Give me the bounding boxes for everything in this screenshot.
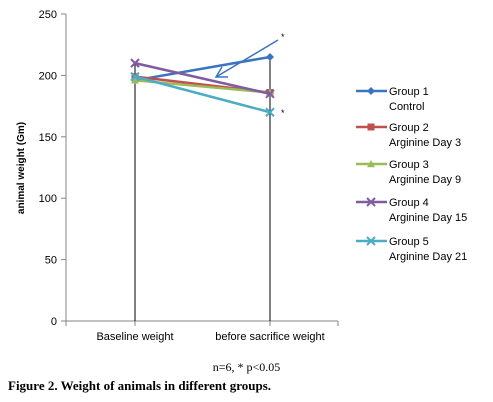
arrow-head [214,66,228,78]
legend-label: Group 1 [389,86,429,98]
series-line [134,61,271,96]
figure-caption-text: Weight of animals in different groups. [57,378,272,393]
y-axis-label: animal weight (Gm) [16,122,27,214]
data-point-triangle [131,76,139,84]
arrow-shaft [215,39,279,78]
y-tick-label: 150 [39,132,57,144]
legend-item-5: Group 5 Arginine Day 21 [356,236,467,263]
legend-label: Group 2 [389,122,429,134]
series-line [134,75,271,114]
data-point-x [265,107,275,117]
annotation-asterisk: * [281,32,285,42]
legend-sublabel: Arginine Day 15 [389,212,467,224]
legend-sublabel: Arginine Day 9 [389,174,461,186]
x-tick-label: before sacrifice weight [215,331,324,343]
legend-label: Group 3 [389,159,429,171]
series-layer [130,39,279,117]
legend-sublabel: Control [389,101,424,113]
line-chart: 0 50 100 150 200 250 Baseline weight before sac… [16,9,467,343]
legend-sublabel: Arginine Day 3 [389,137,461,149]
legend-item-4: Group 4 Arginine Day 15 [356,197,467,224]
y-tick-label: 50 [45,255,57,267]
legend-item-2: Group 2 Arginine Day 3 [356,122,461,149]
data-point-square [367,123,375,131]
annotation-asterisk: * [281,108,285,118]
series-line [134,55,271,82]
legend-label: Group 4 [389,197,429,209]
y-tick-label: 100 [39,193,57,205]
data-point-diamond [367,87,375,95]
data-point-x [366,197,376,207]
legend-item-3: Group 3 Arginine Day 9 [356,159,461,186]
figure-caption: Figure 2. Weight of animals in different… [8,378,271,394]
data-point-triangle [367,160,375,168]
data-point-x [130,71,140,82]
footnote: n=6, * p<0.05 [212,360,281,374]
y-tick-label: 250 [39,9,57,21]
data-point-x [265,89,275,99]
figure-caption-label: Figure 2. [8,378,58,393]
legend-sublabel: Arginine Day 21 [389,251,467,263]
legend-label: Group 5 [389,236,429,248]
y-tick-label: 0 [51,316,57,328]
data-point-x [130,58,140,68]
axes: 0 50 100 150 200 250 Baseline weight before sac… [39,9,339,343]
data-point-x [366,236,376,246]
x-tick-label: Baseline weight [96,331,173,343]
annotation-arrow [214,39,279,78]
data-point-diamond [266,52,274,61]
series-4 [130,58,275,99]
legend-item-1: Group 1 Control [356,86,429,113]
series-5 [130,71,275,117]
y-tick-label: 200 [39,70,57,82]
